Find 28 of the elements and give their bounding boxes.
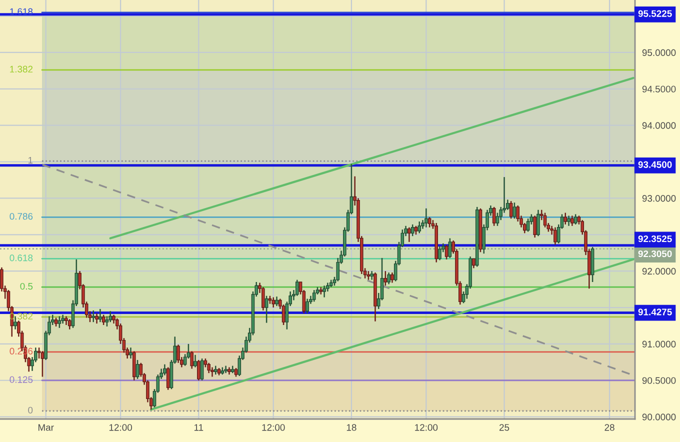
y-tick-label: 94.0000: [642, 122, 676, 129]
annotation: 0.125: [10, 376, 33, 383]
y-tick-label: 93.0000: [642, 195, 676, 202]
x-tick-label: 12:00: [415, 424, 438, 431]
y-tick-label: 90.5000: [642, 377, 676, 384]
x-tick-label: 11: [194, 424, 204, 431]
annotation: 0.786: [10, 213, 33, 220]
y-tick-label: 95.0000: [642, 49, 676, 56]
x-tick-label: 18: [346, 424, 356, 431]
x-tick-label: 12:00: [262, 424, 285, 431]
y-tick-label: 94.5000: [642, 86, 676, 92]
y-tick-label: 90.0000: [642, 414, 676, 420]
ref-line-label: 93.4500: [638, 161, 672, 168]
x-tick-label: 12:00: [109, 424, 132, 431]
annotation: 1.382: [10, 66, 33, 72]
ref-line-label: 95.5225: [638, 10, 672, 17]
y-tick-label: 91.0000: [642, 340, 676, 348]
annotation: 0.5: [20, 282, 33, 290]
annotation: 0: [28, 406, 33, 414]
x-tick-label: 25: [499, 424, 510, 431]
annotation: 0.618: [10, 254, 33, 262]
ref-line-label: 91.4275: [638, 308, 672, 316]
ref-line-label: 92.3050: [638, 250, 672, 258]
x-tick-label: 28: [604, 424, 614, 431]
y-tick-label: 92.0000: [642, 268, 676, 275]
ref-line-label: 92.3525: [638, 235, 672, 242]
x-tick-label: Mar: [38, 424, 54, 431]
annotation: 1: [28, 156, 33, 164]
